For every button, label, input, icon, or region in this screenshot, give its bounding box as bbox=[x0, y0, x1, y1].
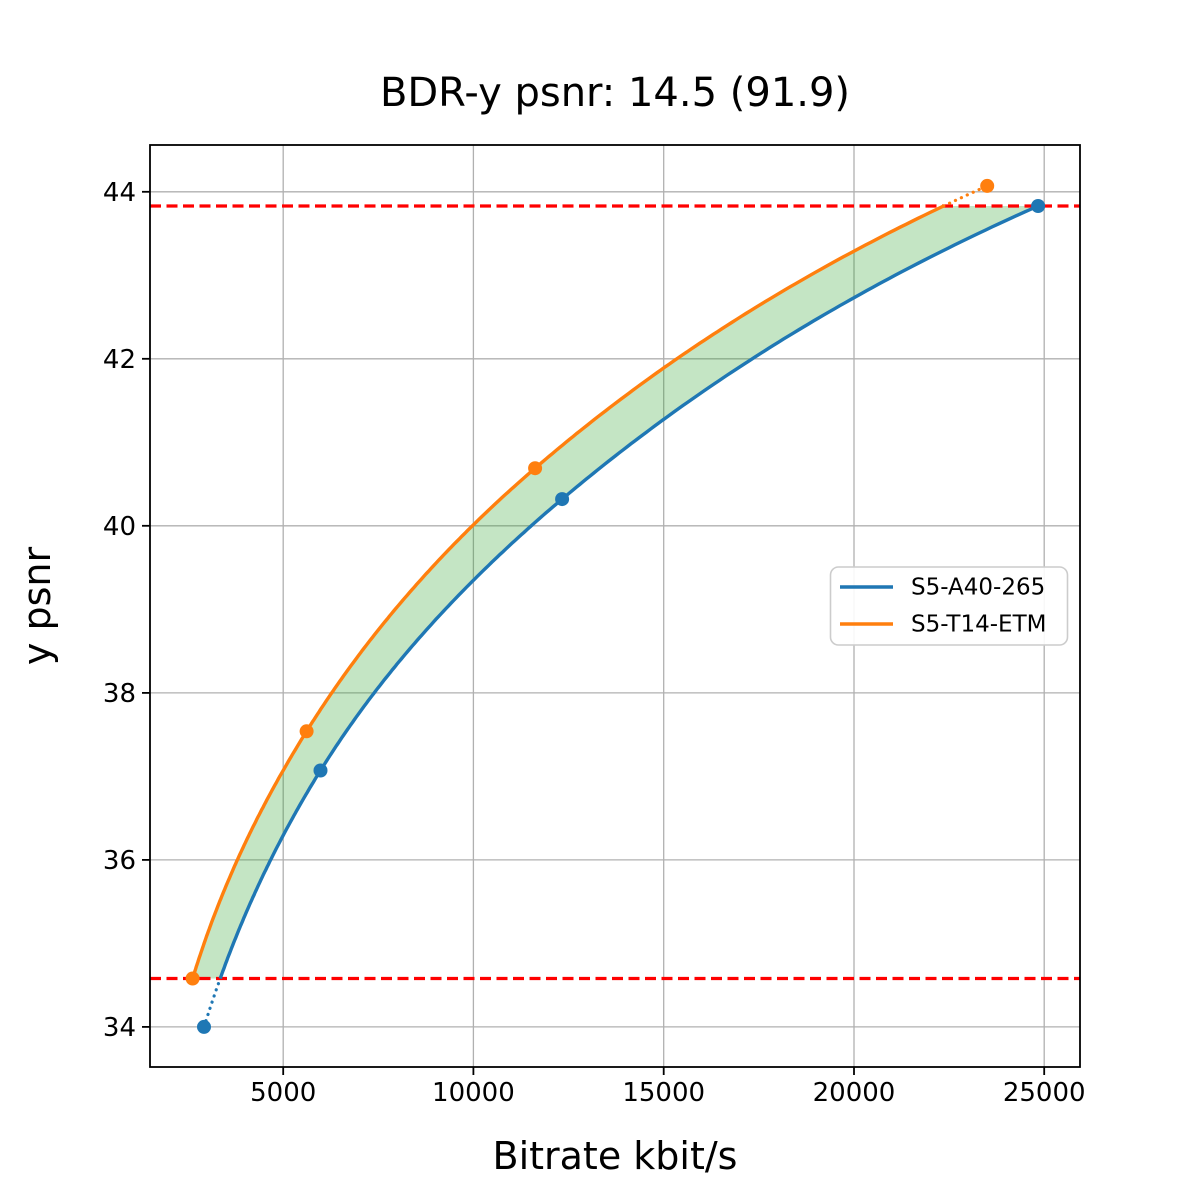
bound-lines-layer bbox=[150, 204, 1080, 981]
y-tick-label: 34 bbox=[103, 1013, 136, 1043]
y-axis-label: y psnr bbox=[15, 547, 59, 666]
y-tick-label: 36 bbox=[103, 846, 136, 876]
x-tick-label: 25000 bbox=[1003, 1078, 1086, 1108]
series-1-marker bbox=[980, 178, 995, 193]
y-tick-label: 40 bbox=[103, 512, 136, 542]
grid-layer bbox=[150, 145, 1080, 1067]
axes-frame bbox=[149, 144, 1081, 1068]
x-tick-label: 5000 bbox=[250, 1078, 316, 1108]
series-0-marker bbox=[555, 492, 570, 507]
series-0-curve-dotted bbox=[202, 976, 222, 1029]
series-1-curve-dotted bbox=[942, 184, 989, 208]
series-0-marker bbox=[313, 763, 328, 778]
series-1-marker bbox=[185, 971, 200, 986]
tick-layer: 5000 10000 15000 20000 25000 34 36 38 40 42 44 bbox=[103, 178, 1086, 1108]
x-tick-label: 15000 bbox=[622, 1078, 705, 1108]
y-tick-label: 44 bbox=[103, 178, 136, 208]
legend: S5-A40-265 S5-T14-ETM bbox=[829, 566, 1069, 646]
x-tick-label: 10000 bbox=[432, 1078, 515, 1108]
curves-layer bbox=[190, 184, 1039, 1029]
legend-label-series-1: S5-T14-ETM bbox=[911, 612, 1046, 638]
series-1-marker bbox=[528, 461, 543, 476]
series-0-marker bbox=[1031, 199, 1046, 213]
series-1-marker bbox=[299, 724, 314, 739]
series-1-curve bbox=[190, 204, 945, 980]
series-0-marker bbox=[197, 1019, 211, 1034]
markers-layer bbox=[185, 178, 1046, 1034]
x-tick-label: 20000 bbox=[813, 1078, 896, 1108]
y-tick-label: 38 bbox=[103, 679, 136, 709]
legend-label-series-0: S5-A40-265 bbox=[911, 575, 1045, 601]
x-axis-label: Bitrate kbit/s bbox=[493, 1134, 738, 1178]
y-tick-label: 42 bbox=[103, 345, 136, 375]
chart-title: BDR-y psnr: 14.5 (91.9) bbox=[380, 70, 850, 116]
series-0-curve bbox=[218, 204, 1039, 980]
